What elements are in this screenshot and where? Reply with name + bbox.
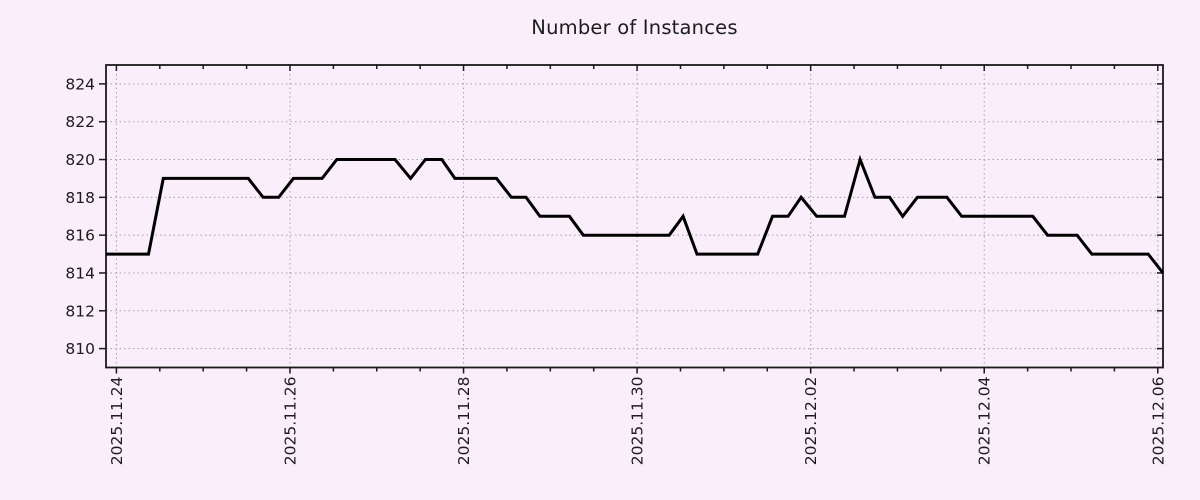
y-axis-tick-label: 810	[65, 340, 95, 358]
y-axis-tick-label: 816	[65, 227, 95, 245]
x-axis-tick-label: 2025.11.24	[108, 377, 126, 466]
chart-title: Number of Instances	[531, 16, 738, 39]
x-axis-tick-label: 2025.11.30	[629, 377, 647, 466]
x-axis-tick-label: 2025.12.06	[1149, 377, 1167, 466]
y-axis-tick-label: 822	[65, 113, 95, 131]
y-axis-tick-label: 814	[65, 264, 95, 282]
y-axis-tick-label: 820	[65, 151, 95, 169]
x-axis-tick-label: 2025.11.28	[455, 377, 473, 466]
x-axis-tick-label: 2025.12.02	[802, 377, 820, 466]
instances-series-line	[106, 154, 1165, 274]
x-axis-tick-label: 2025.12.04	[976, 377, 994, 466]
y-axis-tick-label: 818	[65, 189, 95, 207]
x-axis-tick-label: 2025.11.26	[281, 377, 299, 466]
y-axis-tick-label: 812	[65, 302, 95, 320]
y-axis-tick-label: 824	[65, 75, 95, 93]
plot-border	[105, 64, 1164, 369]
